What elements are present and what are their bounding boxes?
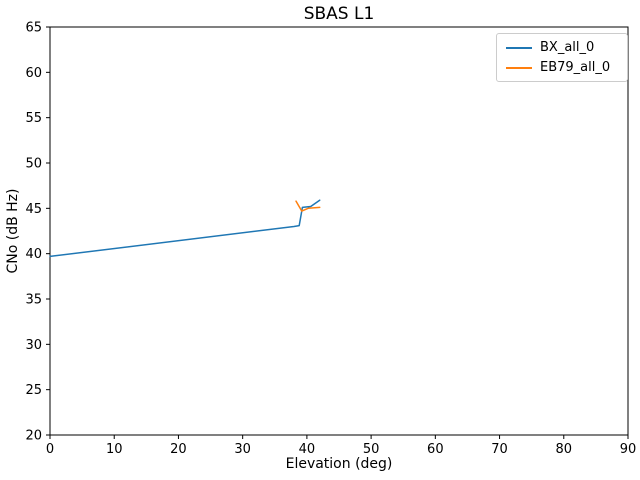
legend: BX_all_0 EB79_all_0 — [496, 33, 628, 82]
x-tick-label: 0 — [46, 442, 54, 457]
y-tick-label: 20 — [25, 429, 42, 444]
y-tick-label: 35 — [25, 293, 42, 308]
x-tick-label: 30 — [234, 442, 251, 457]
x-tick-label: 40 — [299, 442, 316, 457]
legend-line-sample — [506, 66, 532, 69]
x-axis-label: Elevation (deg) — [285, 456, 393, 472]
y-axis-label: CNo (dB Hz) — [5, 188, 21, 274]
legend-line-sample — [506, 46, 532, 49]
series-line-BX_all_0 — [49, 199, 321, 258]
legend-entry: EB79_all_0 — [506, 61, 618, 74]
y-tick-label: 60 — [25, 66, 42, 81]
x-tick-label: 90 — [620, 442, 637, 457]
x-tick-label: 50 — [363, 442, 380, 457]
x-tick-label: 80 — [556, 442, 573, 457]
y-tick-label: 30 — [25, 338, 42, 353]
x-tick-label: 10 — [106, 442, 123, 457]
legend-label: BX_all_0 — [540, 40, 595, 55]
x-tick-label: 70 — [491, 442, 508, 457]
y-tick-label: 50 — [25, 157, 42, 172]
legend-label: EB79_all_0 — [540, 60, 611, 75]
y-tick-label: 65 — [25, 21, 42, 36]
y-tick-label: 45 — [25, 202, 42, 217]
axes-frame — [49, 26, 629, 436]
y-tick-label: 40 — [25, 247, 42, 262]
y-tick-label: 55 — [25, 111, 42, 126]
y-tick-label: 25 — [25, 383, 42, 398]
chart-title: SBAS L1 — [303, 4, 375, 24]
x-tick-label: 20 — [170, 442, 187, 457]
x-tick-label: 60 — [427, 442, 444, 457]
legend-entry: BX_all_0 — [506, 41, 618, 54]
series-line-EB79_all_0 — [295, 200, 321, 212]
